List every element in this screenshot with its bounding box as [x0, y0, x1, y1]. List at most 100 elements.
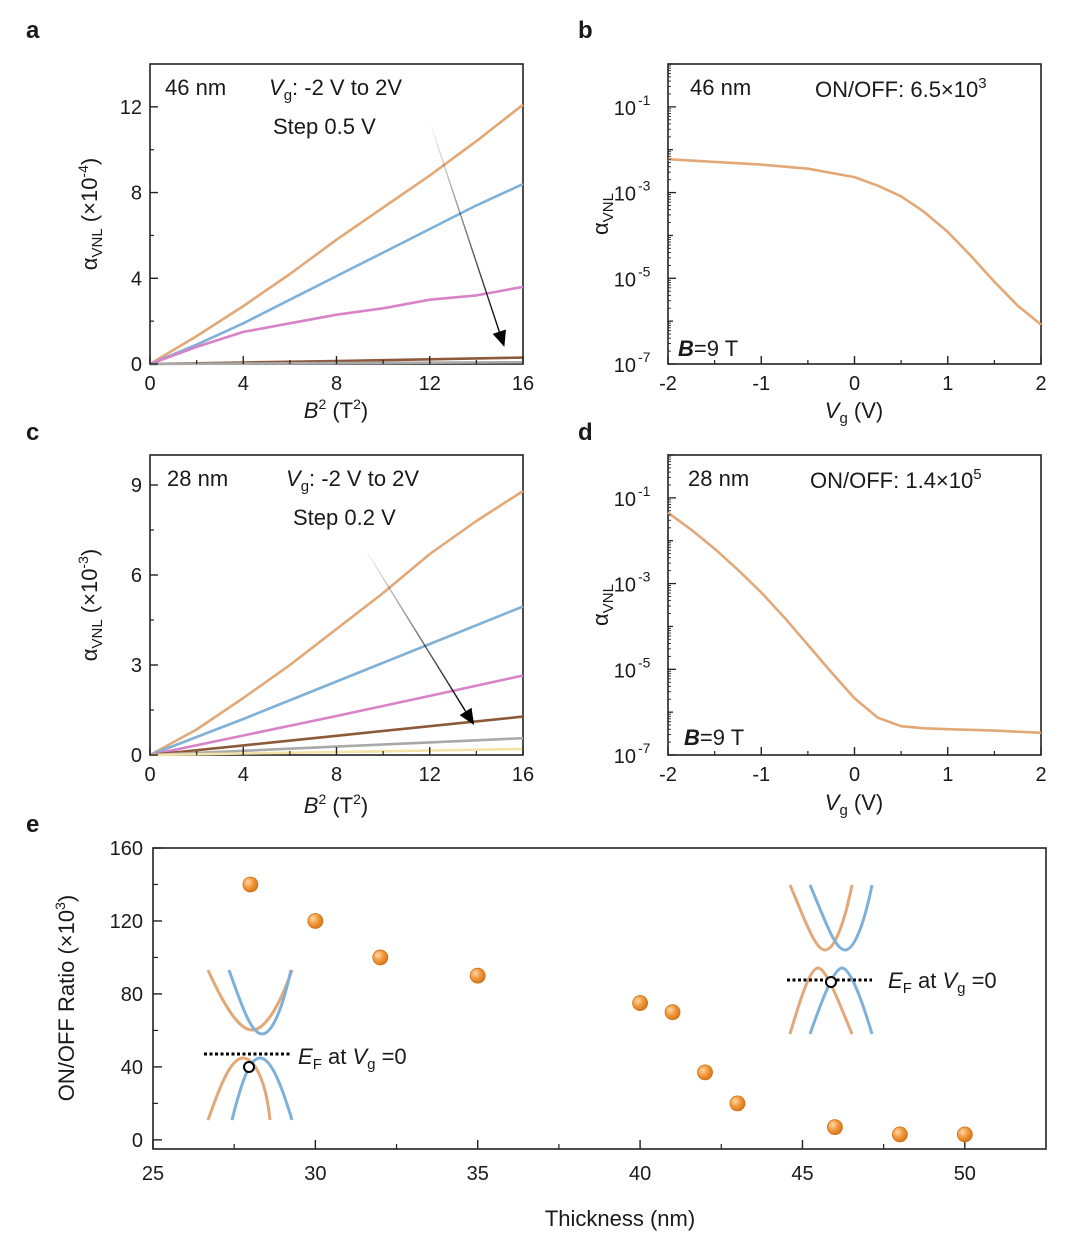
ticks-b: -2 -1 0 1 210-110-310-510-7 — [614, 63, 1047, 395]
x-tick-label-a-3: 12 — [419, 373, 441, 395]
decreasing-vg-arrow-a — [429, 121, 500, 332]
series-group-b — [667, 157, 1042, 326]
arrowhead-c — [459, 707, 475, 725]
y-tick-label-a-0: 0 — [131, 354, 142, 376]
y-tick-label-e-4: 160 — [110, 838, 143, 860]
ylabel-a: αVNL (×10-4) — [75, 158, 106, 270]
ef-label-right: EF at Vg =0 — [888, 968, 997, 997]
y-tick-label-a-2: 8 — [131, 183, 142, 205]
decreasing-vg-arrow-c — [363, 547, 467, 712]
arrowhead-a — [492, 329, 506, 347]
y-tick-exp-b-1: -3 — [638, 178, 651, 194]
ylabel-b: αVNL — [588, 193, 617, 235]
x-tick-label-b-3: 1 — [942, 373, 953, 395]
x-tick-label-b-0: -2 — [659, 373, 677, 395]
panel-b: b -2 -1 0 1 210-110-310-510-7 46 nm ON/OFF: … — [578, 17, 1047, 427]
panel-letter-a: a — [26, 17, 40, 44]
scatter-point-8 — [827, 1119, 843, 1136]
y-tick-label-d-1: 10 — [614, 575, 636, 597]
scatter-point-9 — [891, 1126, 908, 1143]
scatter-point-7 — [729, 1095, 746, 1112]
y-tick-label-a-1: 4 — [131, 268, 142, 290]
panel-c: c 0 4 8 12 16 0 3 6 9 28 nm Vg: -2 V to 2V Step … — [26, 419, 534, 818]
scatter-point-6 — [697, 1064, 713, 1081]
x-tick-label-c-2: 8 — [331, 764, 342, 786]
panel-d: d -2 -1 0 1 210-110-310-510-7 28 nm ON/OFF: … — [578, 419, 1047, 819]
panel-letter-d: d — [578, 419, 593, 446]
plot-frame-e — [152, 847, 1047, 1150]
x-tick-label-c-3: 12 — [419, 764, 441, 786]
band-curve-orange-lower-left — [206, 1056, 272, 1121]
series-line-c-3 — [149, 715, 524, 757]
y-tick-label-b-0: 10 — [614, 98, 636, 120]
y-tick-label-d-2: 10 — [614, 660, 636, 682]
scatter-point-10 — [956, 1126, 973, 1143]
onoff-label-b: ON/OFF: 6.5×103 — [815, 75, 987, 102]
y-tick-label-d-0: 10 — [614, 489, 636, 511]
x-tick-label-a-0: 0 — [144, 373, 155, 395]
x-tick-label-c-0: 0 — [144, 764, 155, 786]
step-label-c: Step 0.2 V — [293, 505, 396, 530]
thickness-label-a: 46 nm — [165, 75, 226, 100]
xlabel-e: Thickness (nm) — [545, 1206, 695, 1231]
plot-frame-d — [667, 454, 1042, 756]
x-tick-label-a-2: 8 — [331, 373, 342, 395]
scatter-point-5 — [664, 1004, 681, 1021]
series-line-b-0 — [667, 157, 1042, 326]
band-diagram-inset-right: EF at Vg =0 — [787, 884, 997, 1035]
y-tick-exp-d-0: -1 — [638, 483, 651, 499]
y-tick-label-e-2: 80 — [121, 984, 143, 1006]
ticks-e: 25 30 35 40 45 50 0 40 80 120 160 — [110, 838, 976, 1185]
plot-frame-a — [149, 63, 524, 365]
series-line-c-4 — [149, 736, 524, 757]
series-line-c-0 — [149, 489, 524, 757]
dirac-point-marker-right — [825, 976, 837, 988]
x-tick-label-d-1: -1 — [752, 764, 770, 786]
xlabel-c: B2 (T2) — [304, 791, 369, 818]
band-curve-blue-lower-right — [808, 966, 874, 1035]
series-line-a-1 — [149, 182, 524, 366]
y-tick-exp-b-0: -1 — [638, 92, 651, 108]
x-tick-label-d-0: -2 — [659, 764, 677, 786]
panel-letter-e: e — [26, 811, 39, 838]
thickness-label-d: 28 nm — [688, 466, 749, 491]
field-label-d: B=9 T — [684, 725, 744, 750]
panel-e: e 25 30 35 40 45 50 0 40 80 120 160 EF at Vg =0 EF… — [26, 811, 1047, 1231]
y-tick-label-b-2: 10 — [614, 269, 636, 291]
x-tick-label-e-1: 30 — [304, 1163, 326, 1185]
x-tick-label-e-0: 25 — [142, 1163, 164, 1185]
x-tick-label-c-1: 4 — [238, 764, 249, 786]
xlabel-d: Vg (V) — [825, 790, 883, 819]
thickness-label-c: 28 nm — [167, 466, 228, 491]
ticks-d: -2 -1 0 1 210-110-310-510-7 — [614, 454, 1047, 786]
scatter-point-4 — [632, 995, 648, 1011]
y-tick-label-e-1: 40 — [121, 1057, 143, 1079]
onoff-label-d: ON/OFF: 1.4×105 — [810, 466, 982, 493]
scatter-point-1 — [307, 913, 324, 929]
scatter-points-e — [242, 876, 973, 1143]
field-label-b: B=9 T — [678, 336, 738, 361]
scatter-point-2 — [372, 949, 389, 966]
x-tick-label-a-4: 16 — [512, 373, 534, 395]
y-tick-label-e-0: 0 — [132, 1130, 143, 1152]
x-tick-label-c-4: 16 — [512, 764, 534, 786]
thickness-label-b: 46 nm — [690, 75, 751, 100]
xlabel-b: Vg (V) — [825, 398, 883, 427]
vg-range-label-a: Vg: -2 V to 2V — [269, 75, 402, 104]
x-tick-label-b-2: 0 — [849, 373, 860, 395]
band-curve-blue-upper-left — [227, 969, 293, 1036]
band-curve-blue-upper-right — [808, 884, 874, 952]
y-tick-exp-d-3: -7 — [638, 740, 651, 756]
ticks-a: 0 4 8 12 16 0 4 8 12 — [120, 97, 534, 395]
band-curve-orange-upper-left — [206, 969, 294, 1032]
x-tick-label-b-1: -1 — [752, 373, 770, 395]
y-tick-label-c-0: 0 — [131, 745, 142, 767]
series-group-d — [667, 511, 1042, 735]
y-tick-label-c-1: 3 — [131, 655, 142, 677]
x-tick-label-b-4: 2 — [1035, 373, 1046, 395]
ylabel-d: αVNL — [588, 584, 617, 626]
panel-a: a 0 4 8 12 16 0 4 8 12 46 nm Vg: -2 V to 2V Step… — [26, 17, 534, 423]
y-tick-label-c-2: 6 — [131, 565, 142, 587]
ticks-c: 0 4 8 12 16 0 3 6 9 — [131, 475, 534, 786]
ylabel-e: ON/OFF Ratio (×103) — [52, 895, 79, 1101]
